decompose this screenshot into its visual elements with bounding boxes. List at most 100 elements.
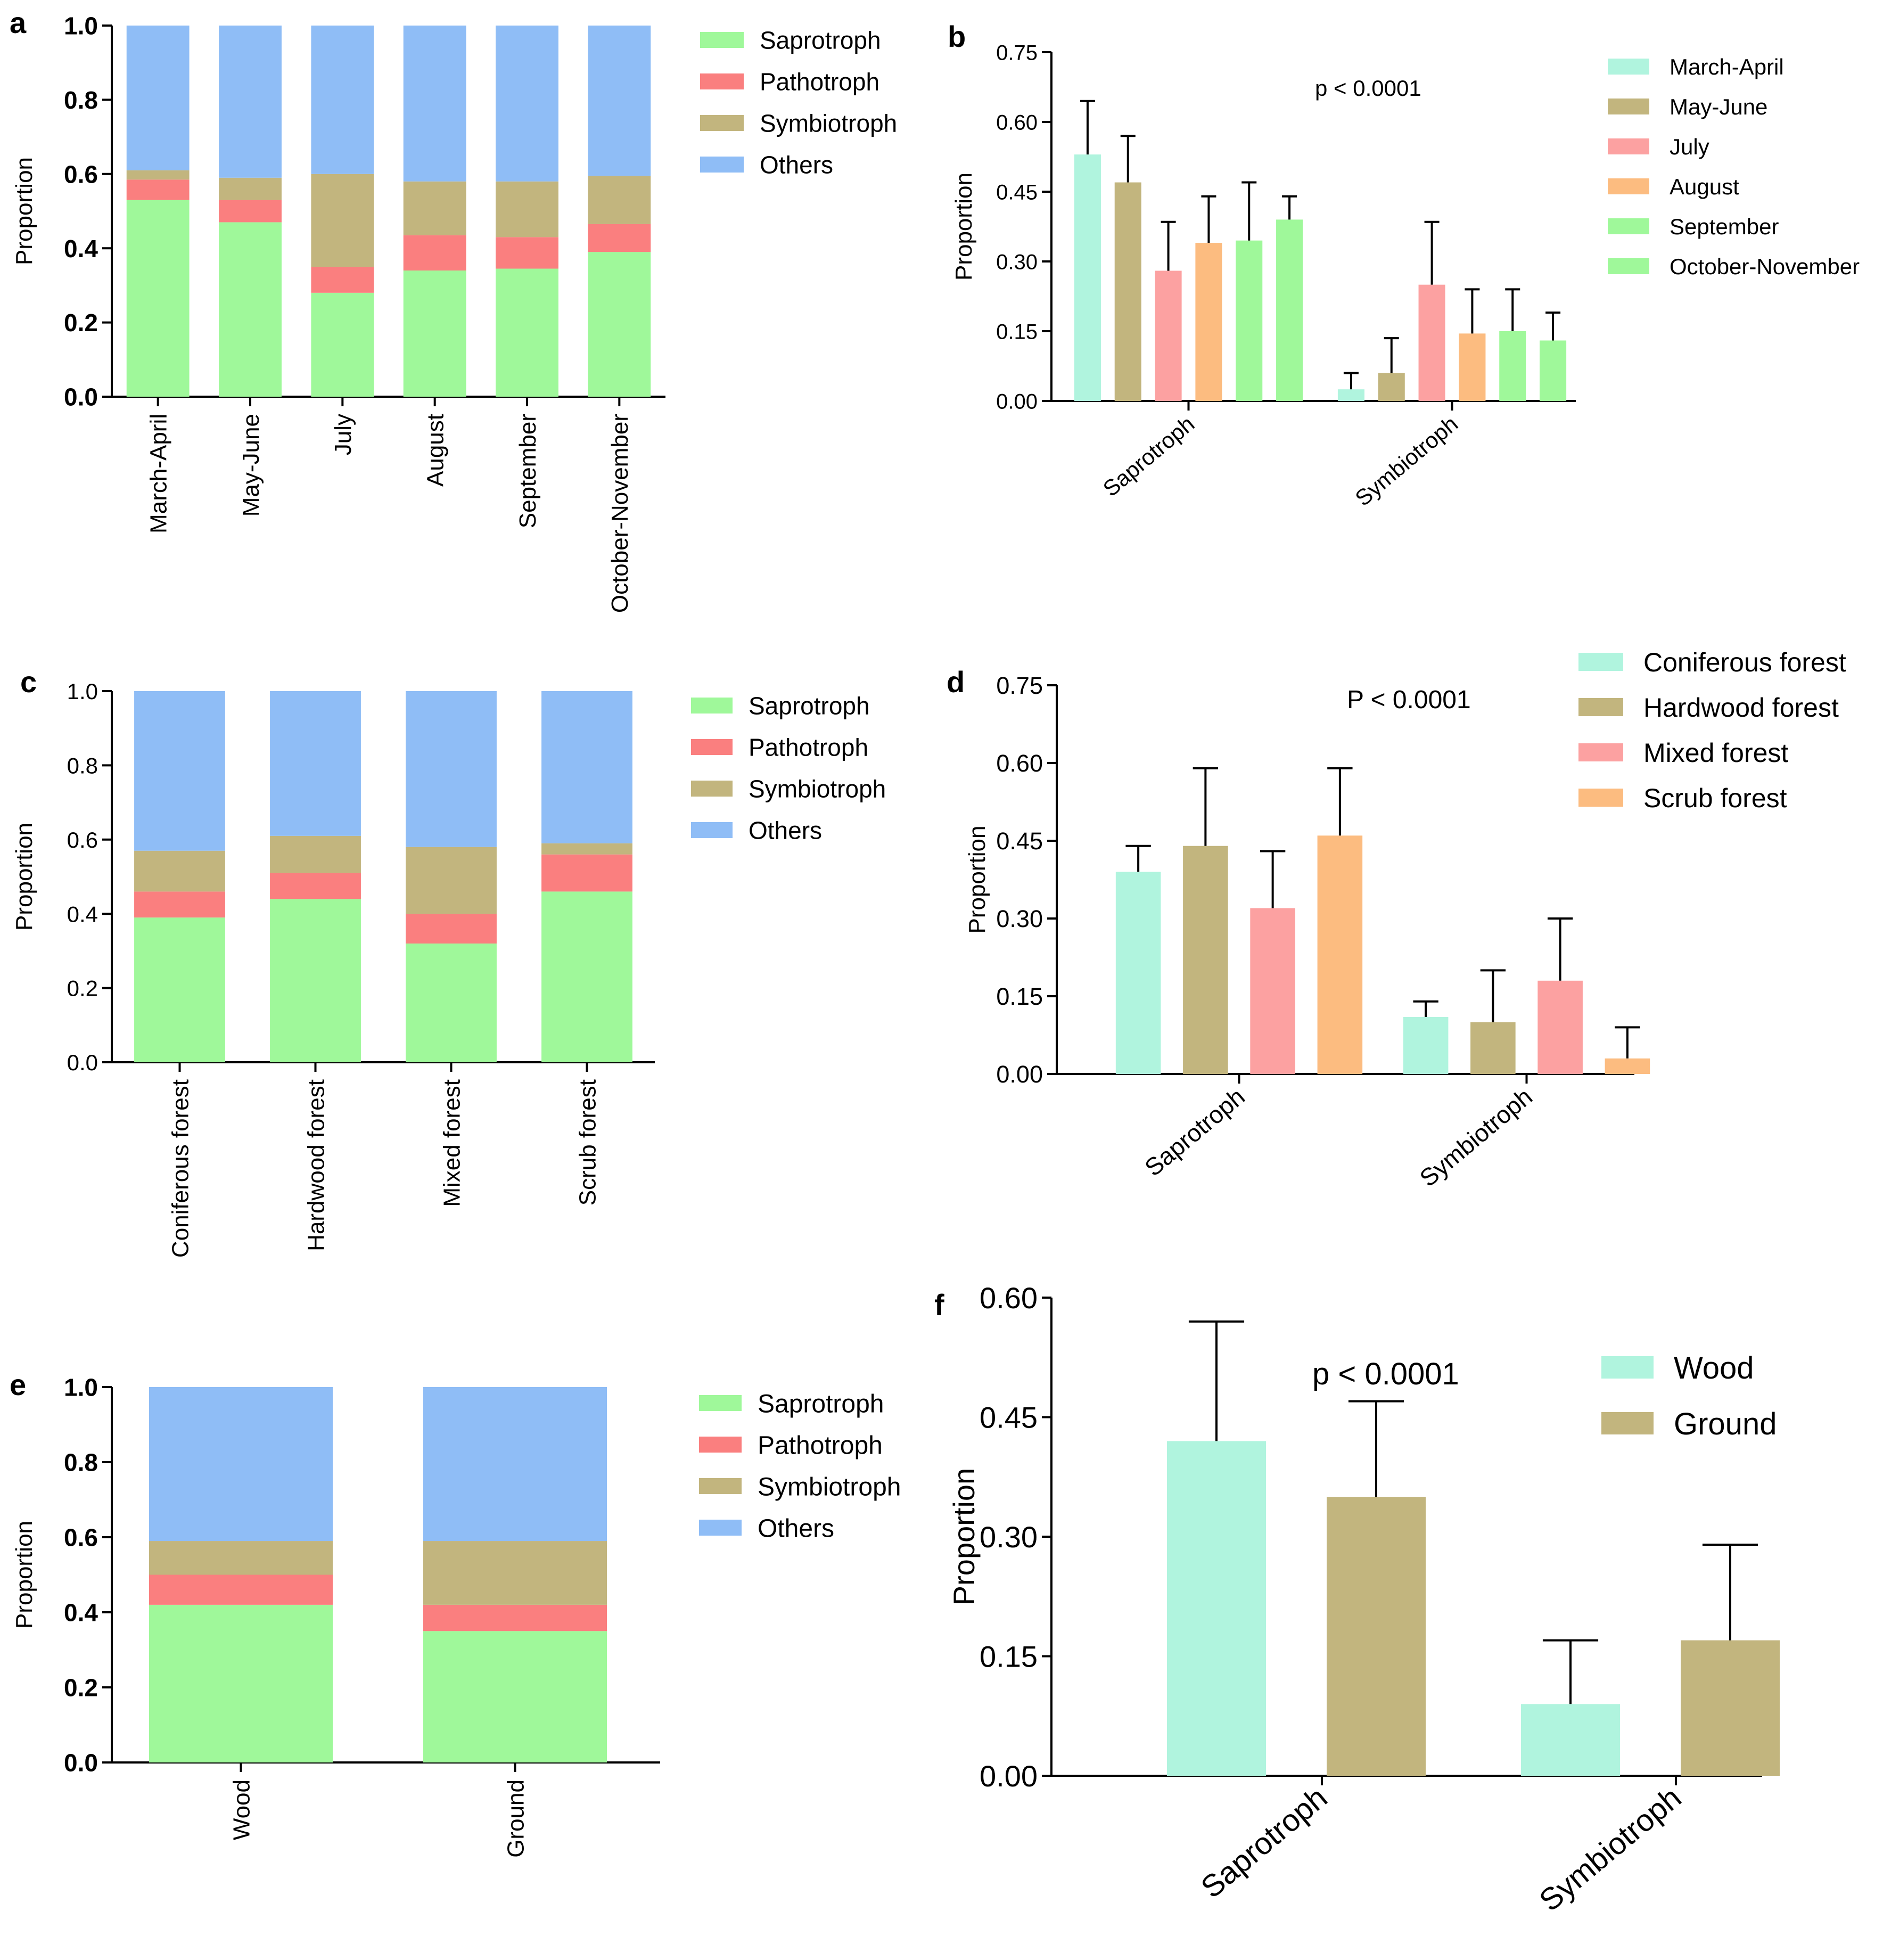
panel-c: c 0.0 0.2 0.4 0.6 0.8 1.0 Proportion Coniferous … bbox=[11, 665, 886, 1258]
legend-swatch bbox=[1578, 789, 1623, 807]
y-tick-label: 0.15 bbox=[980, 1640, 1038, 1674]
legend-label: July bbox=[1670, 134, 1709, 159]
bar-segment-pathotroph bbox=[149, 1574, 333, 1605]
panel-letter: a bbox=[10, 6, 27, 39]
y-axis-title: Proportion bbox=[11, 823, 37, 931]
legend-item-october-november: October-November bbox=[1608, 254, 1860, 279]
bar-symbiotroph-ground bbox=[1681, 1640, 1780, 1776]
bar-symbiotroph-mixed-forest bbox=[1537, 980, 1583, 1074]
bar-segment-saprotroph bbox=[270, 899, 361, 1062]
legend-label: Ground bbox=[1674, 1407, 1777, 1441]
legend-swatch bbox=[691, 822, 733, 838]
y-tick-label: 1.0 bbox=[67, 679, 98, 704]
bar-saprotroph-hardwood-forest bbox=[1183, 846, 1228, 1074]
bar-segment-pathotroph bbox=[588, 224, 651, 252]
legend-swatch bbox=[691, 698, 733, 714]
legend-item-saprotroph: Saprotroph bbox=[691, 692, 870, 720]
bar-segment-pathotroph bbox=[270, 873, 361, 899]
legend-item-symbiotroph: Symbiotroph bbox=[700, 110, 897, 137]
legend-label: Pathotroph bbox=[758, 1431, 883, 1459]
legend-label: Saprotroph bbox=[758, 1390, 884, 1418]
legend-swatch bbox=[700, 115, 744, 131]
panel-a: a 0.0 0.2 0.4 0.6 0.8 1.0 Proportion March-April… bbox=[10, 6, 897, 613]
y-axis-title: Proportion bbox=[947, 1468, 981, 1605]
legend-item-may-june: May-June bbox=[1608, 94, 1767, 119]
bar-symbiotroph-july bbox=[1418, 284, 1445, 401]
bar-segment-saprotroph bbox=[126, 200, 190, 397]
bar-segment-others bbox=[403, 26, 466, 182]
legend-label: Others bbox=[760, 151, 833, 179]
bar-segment-symbiotroph bbox=[149, 1541, 333, 1575]
x-tick-label: Saprotroph bbox=[1195, 1780, 1334, 1905]
bar-segment-saprotroph bbox=[541, 891, 632, 1062]
bar-segment-saprotroph bbox=[406, 943, 497, 1062]
y-tick-label: 0.45 bbox=[996, 827, 1043, 855]
legend-item-coniferous-forest: Coniferous forest bbox=[1578, 647, 1846, 677]
panel-f: f 0.00 0.15 0.30 0.45 0.60 Proportion Saprotrop… bbox=[934, 1281, 1780, 1918]
legend-swatch bbox=[699, 1478, 742, 1494]
x-tick-label: Scrub forest bbox=[574, 1079, 601, 1205]
y-tick-label: 0.2 bbox=[64, 309, 98, 337]
y-tick-label: 1.0 bbox=[64, 1374, 98, 1401]
y-tick-label: 0.0 bbox=[64, 383, 98, 411]
legend-label: Hardwood forest bbox=[1643, 693, 1839, 723]
legend-label: Saprotroph bbox=[760, 27, 881, 54]
x-tick-label: Wood bbox=[228, 1779, 254, 1840]
legend-label: Others bbox=[758, 1514, 834, 1543]
y-axis-title: Proportion bbox=[951, 173, 977, 281]
bar-saprotroph-august bbox=[1195, 243, 1222, 401]
bar-segment-others bbox=[406, 691, 497, 847]
bar-segment-symbiotroph bbox=[403, 181, 466, 235]
panel-letter: f bbox=[934, 1288, 944, 1322]
x-tick-label: Symbiotroph bbox=[1415, 1082, 1537, 1192]
bar-segment-saprotroph bbox=[588, 252, 651, 397]
bar-segment-symbiotroph bbox=[219, 177, 282, 200]
legend-swatch bbox=[699, 1395, 742, 1411]
panel-letter: b bbox=[948, 20, 966, 53]
y-tick-label: 0.15 bbox=[996, 320, 1038, 343]
y-tick-label: 0.6 bbox=[67, 827, 98, 852]
bar-symbiotroph-october-november bbox=[1540, 340, 1567, 401]
legend-label: Symbiotroph bbox=[749, 775, 886, 803]
x-tick-label: May-June bbox=[238, 414, 264, 516]
bar-segment-pathotroph bbox=[406, 914, 497, 944]
panel-d: d 0.00 0.15 0.30 0.45 0.60 0.75 Proportion Sapro… bbox=[947, 647, 1846, 1192]
bar-segment-saprotroph bbox=[219, 222, 282, 397]
bar-symbiotroph-march-april bbox=[1337, 389, 1364, 401]
legend-item-others: Others bbox=[691, 817, 822, 844]
legend-item-saprotroph: Saprotroph bbox=[700, 27, 881, 54]
y-tick-label: 0.4 bbox=[67, 901, 98, 926]
y-tick-label: 0.45 bbox=[980, 1401, 1038, 1434]
legend-swatch bbox=[1578, 743, 1623, 761]
y-tick-label: 0.6 bbox=[64, 160, 98, 188]
x-tick-label: Saprotroph bbox=[1098, 411, 1199, 502]
y-tick-label: 0.30 bbox=[996, 250, 1038, 274]
x-tick-label: Saprotroph bbox=[1139, 1082, 1250, 1182]
bar-segment-pathotroph bbox=[311, 267, 374, 293]
y-tick-label: 0.8 bbox=[64, 86, 98, 114]
legend-item-wood: Wood bbox=[1601, 1351, 1754, 1385]
legend-label: August bbox=[1670, 174, 1739, 199]
bar-segment-saprotroph bbox=[403, 270, 466, 397]
bar-segment-symbiotroph bbox=[423, 1541, 607, 1605]
legend-swatch bbox=[699, 1437, 742, 1453]
legend-label: Others bbox=[749, 817, 822, 844]
legend-label: Wood bbox=[1674, 1351, 1754, 1385]
bar-segment-pathotroph bbox=[134, 891, 225, 918]
bar-saprotroph-ground bbox=[1327, 1497, 1426, 1776]
panel-e: e 0.0 0.2 0.4 0.6 0.8 1.0 Proportion Wood Ground S… bbox=[10, 1368, 901, 1858]
bar-segment-pathotroph bbox=[403, 235, 466, 271]
bar-symbiotroph-september bbox=[1499, 331, 1526, 401]
x-tick-label: July bbox=[330, 414, 356, 455]
bar-segment-pathotroph bbox=[219, 200, 282, 223]
y-tick-label: 0.2 bbox=[67, 976, 98, 1001]
panel-b: b 0.00 0.15 0.30 0.45 0.60 0.75 Proportion Sapro… bbox=[948, 20, 1860, 511]
panel-letter: d bbox=[947, 665, 965, 699]
bar-segment-pathotroph bbox=[126, 179, 190, 200]
y-tick-label: 0.30 bbox=[996, 905, 1043, 932]
bar-segment-symbiotroph bbox=[270, 835, 361, 873]
legend-swatch bbox=[1578, 698, 1623, 716]
bar-symbiotroph-scrub-forest bbox=[1605, 1058, 1650, 1074]
legend-item-others: Others bbox=[699, 1514, 834, 1543]
legend-swatch bbox=[1608, 218, 1649, 234]
